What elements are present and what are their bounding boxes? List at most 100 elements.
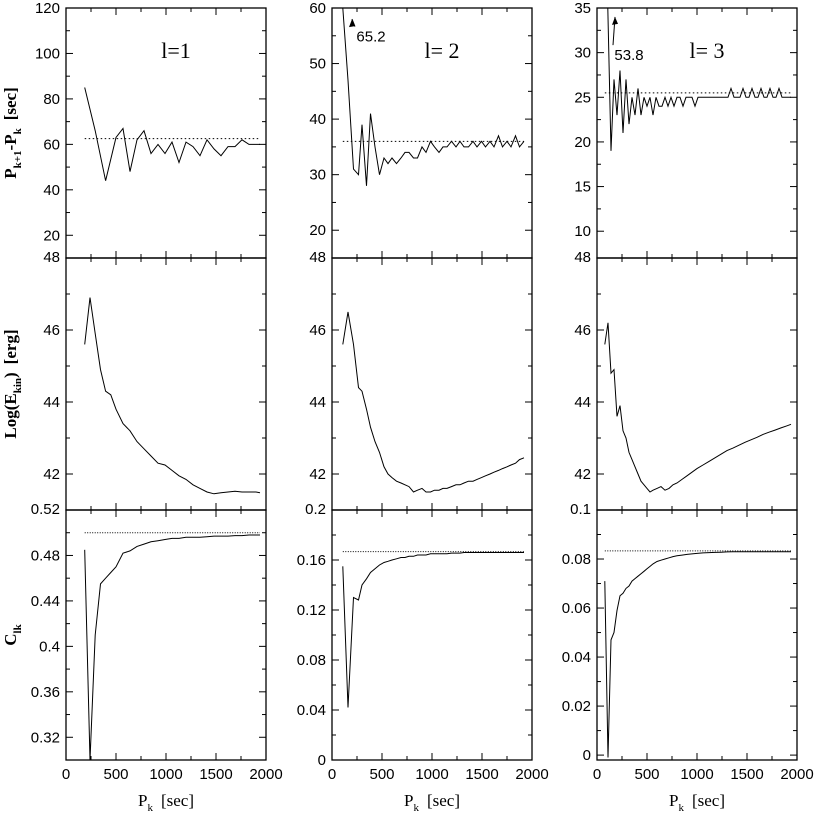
y-tick-label: 30 [574,45,591,62]
x-tick-label: 0 [62,766,70,783]
annotation-label: 65.2 [356,29,385,46]
y-tick-label: 60 [309,0,326,17]
y-tick-label: 20 [309,222,326,239]
y-tick-label: 0.4 [39,638,60,655]
x-tick-label: 1000 [415,766,448,783]
x-tick-label: 500 [634,766,659,783]
y-tick-label: 40 [309,111,326,128]
y-label-unit: [sec] [1,87,20,120]
panel-label-l3: l= 3 [689,38,724,63]
x-tick-label: 0 [593,766,601,783]
y-tick-label: 42 [574,466,591,483]
x-tick-label: 0 [328,766,336,783]
panel-period-spacing-l1: 20 40 60 80 100 120 [35,0,267,259]
annotation-arrowhead [349,19,355,28]
x-axis-label-main: P [138,791,147,810]
y-tick-label: 20 [43,227,60,244]
x-tick-label: 1000 [680,766,713,783]
x-tick-label: 2000 [249,766,282,783]
y-tick-label: 0.48 [31,547,60,564]
y-tick-label: 0 [583,747,591,764]
data-series-line [604,322,792,493]
data-series-line [84,297,261,495]
y-tick-label: 0.02 [562,698,591,715]
y-label-main: Log(E [1,393,20,438]
panel-frame [65,257,267,511]
y-tick-label: 0.12 [297,602,326,619]
y-tick-label: 0.08 [562,551,591,568]
y-tick-label: 40 [43,182,60,199]
y-tick-label: 48 [309,249,326,266]
y-axis-label-row2: Log(Ekin) [erg] [1,329,24,438]
y-tick-label: 0.04 [562,649,591,666]
y-tick-label: 0.08 [297,652,326,669]
y-tick-label: 60 [43,136,60,153]
y-tick-label: 0.16 [297,552,326,569]
y-tick-label: 80 [43,91,60,108]
x-axis-label-sub: k [413,802,419,814]
panel-period-spacing-l3: 10 15 20 25 30 35 53.8 [574,0,798,259]
panel-kinetic-energy-l3: 42 44 46 48 [574,249,798,511]
x-axis-label: Pk [sec] [138,791,194,814]
y-tick-label: 46 [309,322,326,339]
y-label-main: C [1,633,20,645]
panel-ledoux-constant-l1: 0.32 0.36 0.4 0.44 0.48 0.52 [31,501,267,761]
y-tick-label: 44 [43,394,60,411]
x-tick-label: 500 [369,766,394,783]
y-label-sub: kin [12,378,24,393]
x-axis-label-main: P [669,791,678,810]
y-axis-label-row3: Clk [1,623,24,645]
y-tick-label: 44 [309,394,326,411]
annotation-arrowhead [612,16,618,25]
x-tick-label: 2000 [780,766,813,783]
panel-frame [596,509,798,761]
x-axis-label-unit: [sec] [161,791,194,810]
data-series-line [604,551,791,758]
panel-ledoux-constant-l3: 0 0.02 0.04 0.06 0.08 0.1 [562,501,798,764]
panel-frame [65,509,267,761]
y-tick-label: 0.32 [31,729,60,746]
y-tick-label: 120 [35,0,60,17]
panels-layer: 20 40 60 80 100 120 20 30 40 50 60 65.2 10 15 20 25 30 35… [31,0,798,769]
y-tick-label: 48 [574,249,591,266]
panel-frame [331,509,533,761]
x-tick-label: 1500 [199,766,232,783]
y-tick-label: 42 [309,466,326,483]
panel-label-l2: l= 2 [424,38,459,63]
y-label-mid: -P [1,134,20,150]
x-tick-label: 500 [103,766,128,783]
x-axis-label-unit: [sec] [427,791,460,810]
y-tick-label: 0.44 [31,593,60,610]
x-axis-label-sub: k [678,802,684,814]
y-axis-label-row1: Pk+1-Pk [sec] [1,87,24,178]
x-tick-label: 1000 [149,766,182,783]
y-tick-label: 100 [35,45,60,62]
panel-kinetic-energy-l2: 42 44 46 48 [309,249,533,511]
data-series-line [342,552,524,708]
data-series-line [604,8,791,151]
y-label-sub: lk [12,623,24,633]
y-tick-label: 0 [318,752,326,769]
x-axis-label-sub: k [147,802,153,814]
data-series-line [84,534,260,760]
panel-frame [596,257,798,511]
y-label-sub2: k [12,127,24,134]
y-tick-label: 48 [43,249,60,266]
y-label-mid: ) [1,372,20,378]
y-tick-label: 0.1 [570,501,591,518]
x-axis-label: Pk [sec] [404,791,460,814]
panel-period-spacing-l2: 20 30 40 50 60 65.2 [309,0,533,259]
y-tick-label: 0.06 [562,600,591,617]
y-tick-label: 0.52 [31,501,60,518]
x-axis-label-main: P [404,791,413,810]
y-label-unit: [erg] [1,329,20,364]
y-label-sub: k+1 [12,150,24,168]
y-tick-label: 44 [574,394,591,411]
panel-kinetic-energy-l1: 42 44 46 48 [43,249,267,511]
y-label-main: P [1,168,20,178]
panel-label-l1: l=1 [161,38,191,63]
y-tick-label: 0.36 [31,684,60,701]
y-tick-label: 50 [309,56,326,73]
